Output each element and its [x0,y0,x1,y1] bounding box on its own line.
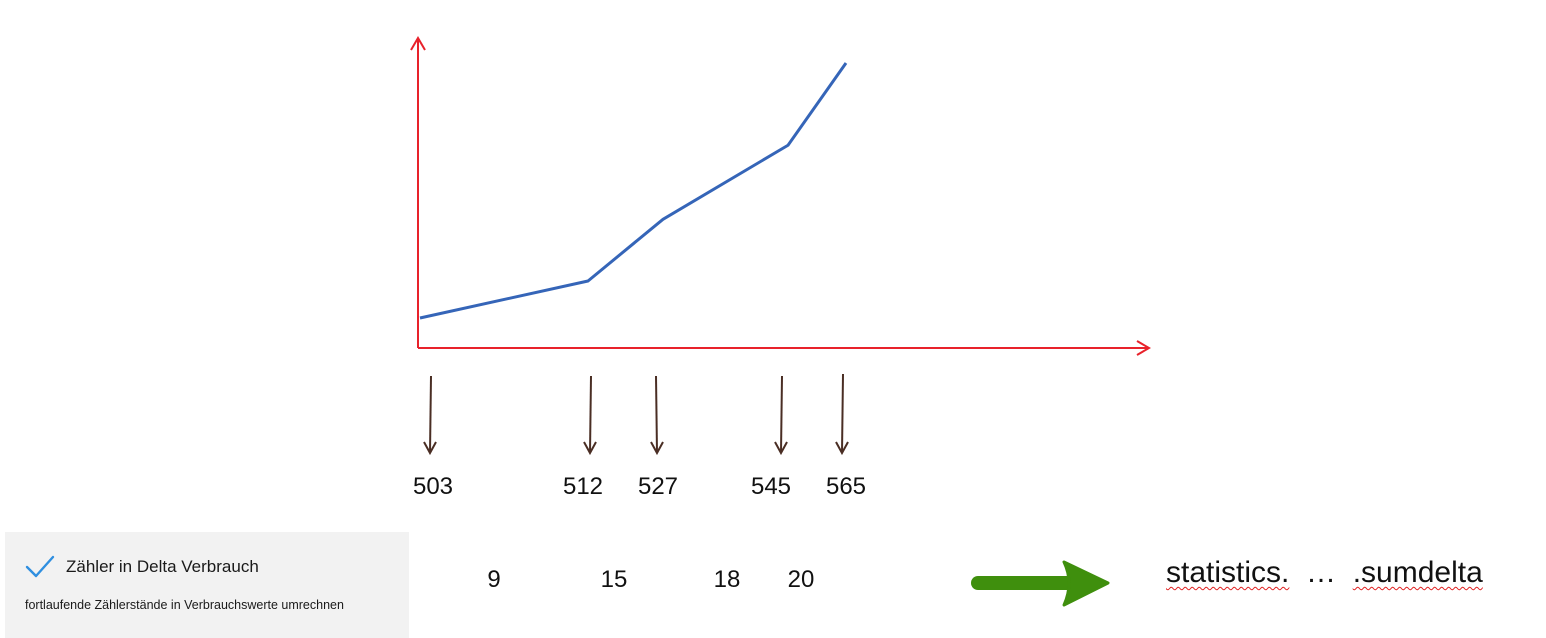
result-path: statistics. … .sumdelta [1166,556,1483,590]
reading-arrows [423,373,849,456]
result-arrow-head [1062,560,1110,607]
right-arrow-icon [971,560,1110,607]
y-axis-arrowhead [410,36,426,51]
chart-axes [410,36,1151,356]
down-arrow-4 [780,375,783,454]
reading-label-4: 545 [750,473,792,500]
down-arrow-head-3 [650,441,664,456]
option-description: fortlaufende Zählerstände in Verbrauchsw… [25,598,344,612]
result-ellipsis: … [1289,556,1353,589]
result-sumdelta: .sumdelta [1352,556,1483,589]
series-line [419,62,848,320]
reading-label-1: 503 [412,473,454,500]
delta-label-3: 18 [713,566,741,593]
down-arrow-1 [429,375,432,454]
result-statistics: statistics. [1166,556,1290,589]
checkmark-icon [25,555,55,578]
down-arrow-2 [589,375,592,454]
down-arrow-head-4 [774,441,788,456]
delta-label-1: 9 [487,566,501,593]
meter-reading-line [419,62,848,320]
delta-label-4: 20 [787,566,815,593]
reading-label-5: 565 [825,473,867,500]
reading-label-2: 512 [562,473,604,500]
down-arrow-3 [655,375,658,454]
reading-label-3: 527 [637,473,679,500]
x-axis-arrowhead [1136,340,1151,356]
delta-option-card[interactable]: Zähler in Delta Verbrauch fortlaufende Z… [5,532,409,638]
down-arrow-head-1 [423,441,437,456]
option-title: Zähler in Delta Verbrauch [66,557,259,576]
down-arrow-head-5 [835,441,849,456]
down-arrow-5 [841,373,844,454]
down-arrow-head-2 [583,441,597,456]
delta-label-2: 15 [600,566,628,593]
